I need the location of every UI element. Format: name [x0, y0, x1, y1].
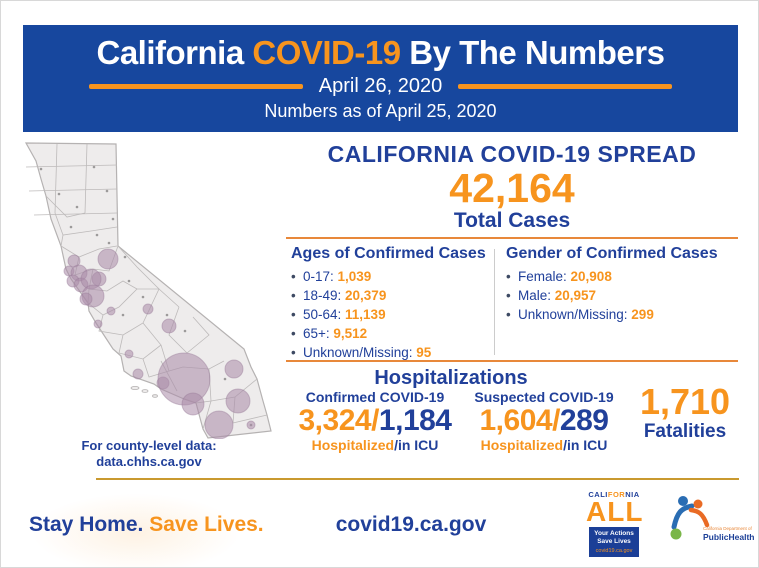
confirmed-values: 3,324/1,184 — [291, 405, 459, 437]
list-item: Unknown/Missing: 95 — [291, 343, 491, 362]
fatalities-value: 1,710 — [639, 381, 731, 422]
your-actions-badge: Your Actions Save Lives covid19.ca.gov — [589, 527, 639, 557]
list-item: Male: 20,957 — [506, 286, 738, 305]
confirmed-icu-value: 1,184 — [378, 404, 452, 437]
age-label: 65+: — [303, 326, 334, 341]
county-dots — [39, 165, 253, 427]
gender-value: 20,957 — [554, 288, 597, 303]
date-row: April 26, 2020 — [23, 75, 738, 98]
list-item: 65+: 9,512 — [291, 324, 491, 343]
unit-hospitalized: Hospitalized — [311, 437, 395, 453]
save-lives-text: Save Lives. — [149, 513, 264, 536]
california-all-logo: CALIFORNIA ALL Your Actions Save Lives c… — [586, 490, 642, 557]
cdph-department-text: California Department of — [703, 526, 752, 531]
gender-section: Gender of Confirmed Cases Female: 20,908… — [506, 245, 738, 324]
spread-title: CALIFORNIA COVID-19 SPREAD — [327, 141, 697, 167]
confirmed-label: Confirmed COVID-19 — [305, 389, 445, 405]
wordmark-cali: CALI — [588, 490, 608, 499]
confirmed-units: Hospitalized/in ICU — [291, 437, 459, 453]
suspected-hospitalized-value: 1,604/ — [479, 404, 561, 437]
divider-bottom — [96, 478, 739, 480]
fatalities-label: Fatalities — [643, 421, 727, 442]
list-item: 0-17: 1,039 — [291, 267, 491, 286]
age-label: 50-64: — [303, 307, 346, 322]
watermark-artifact — [31, 493, 241, 567]
public-health-logo: California Department of PublicHealth — [661, 493, 757, 559]
badge-line2: Save Lives — [597, 538, 631, 545]
gender-value: 20,908 — [570, 269, 612, 284]
public-health-figures-icon — [670, 496, 710, 540]
all-text: ALL — [586, 496, 644, 527]
gender-label: Female: — [518, 269, 571, 284]
map-caption: For county-level data: data.chhs.ca.gov — [49, 438, 249, 470]
gender-title: Gender of Confirmed Cases — [506, 245, 718, 262]
badge-line1: Your Actions — [594, 530, 634, 537]
age-value: 95 — [416, 345, 432, 360]
california-all-wordmark: CALIFORNIA — [586, 490, 642, 499]
divider-top — [286, 237, 738, 239]
suspected-hospitalizations: Suspected COVID-19 1,604/289 Hospitalize… — [463, 389, 625, 453]
hospitalizations-title: Hospitalizations — [374, 367, 528, 389]
case-bubbles — [63, 248, 256, 439]
total-cases-label: Total Cases — [453, 209, 571, 232]
list-item: 18-49: 20,379 — [291, 286, 491, 305]
gender-label: Unknown/Missing: — [518, 307, 632, 322]
report-date: April 26, 2020 — [318, 75, 443, 97]
confirmed-hospitalized-value: 3,324/ — [298, 404, 380, 437]
footer-url: covid19.ca.gov — [335, 513, 487, 536]
badge-url: covid19.ca.gov — [595, 548, 633, 554]
fatalities-section: 1,710 Fatalities — [629, 383, 741, 443]
gender-value: 299 — [631, 307, 654, 322]
age-value: 9,512 — [333, 326, 368, 341]
age-value: 1,039 — [337, 269, 372, 284]
age-value: 11,139 — [345, 307, 386, 322]
page-title: California COVID-19 By The Numbers — [23, 25, 738, 72]
ages-list: 0-17: 1,039 18-49: 20,379 50-64: 11,139 … — [291, 267, 491, 362]
gender-label: Male: — [518, 288, 555, 303]
suspected-units: Hospitalized/in ICU — [463, 437, 625, 453]
unit-hospitalized: Hospitalized — [480, 437, 564, 453]
list-item: Female: 20,908 — [506, 267, 738, 286]
date-rule-left — [88, 84, 303, 89]
stay-home-save-lives: Stay Home. Save Lives. — [29, 513, 264, 537]
list-item: 50-64: 11,139 — [291, 305, 491, 324]
divider-middle — [286, 360, 738, 362]
age-label: Unknown/Missing: — [303, 345, 417, 360]
suspected-values: 1,604/289 — [463, 405, 625, 437]
confirmed-hospitalizations: Confirmed COVID-19 3,324/1,184 Hospitali… — [291, 389, 459, 453]
date-rule-right — [458, 84, 673, 89]
map-caption-url: data.chhs.ca.gov — [96, 454, 202, 469]
title-accent: COVID-19 — [252, 34, 401, 71]
cdph-name-text: PublicHealth — [703, 532, 755, 542]
map-caption-line1: For county-level data: — [81, 438, 217, 453]
suspected-label: Suspected COVID-19 — [474, 389, 614, 405]
gender-list: Female: 20,908 Male: 20,957 Unknown/Miss… — [506, 267, 738, 324]
age-label: 18-49: — [303, 288, 346, 303]
as-of-date: Numbers as of April 25, 2020 — [264, 101, 497, 121]
stay-home-text: Stay Home. — [29, 513, 150, 536]
column-divider — [494, 249, 495, 355]
wordmark-for: FOR — [607, 490, 626, 499]
unit-icu: /in ICU — [563, 437, 608, 453]
title-part-2: By The Numbers — [400, 34, 665, 71]
ages-title: Ages of Confirmed Cases — [291, 245, 486, 262]
wordmark-nia: NIA — [625, 490, 640, 499]
list-item: Unknown/Missing: 299 — [506, 305, 738, 324]
age-label: 0-17: — [303, 269, 338, 284]
title-part-1: California — [96, 34, 253, 71]
suspected-icu-value: 289 — [559, 404, 609, 437]
channel-islands — [130, 385, 158, 398]
ages-section: Ages of Confirmed Cases 0-17: 1,039 18-4… — [291, 245, 491, 362]
header-banner: California COVID-19 By The Numbers April… — [23, 25, 738, 132]
state-outline — [24, 142, 272, 439]
california-county-map — [24, 142, 272, 439]
unit-icu: /in ICU — [394, 437, 439, 453]
age-value: 20,379 — [345, 288, 387, 303]
total-cases-value: 42,164 — [449, 165, 575, 211]
